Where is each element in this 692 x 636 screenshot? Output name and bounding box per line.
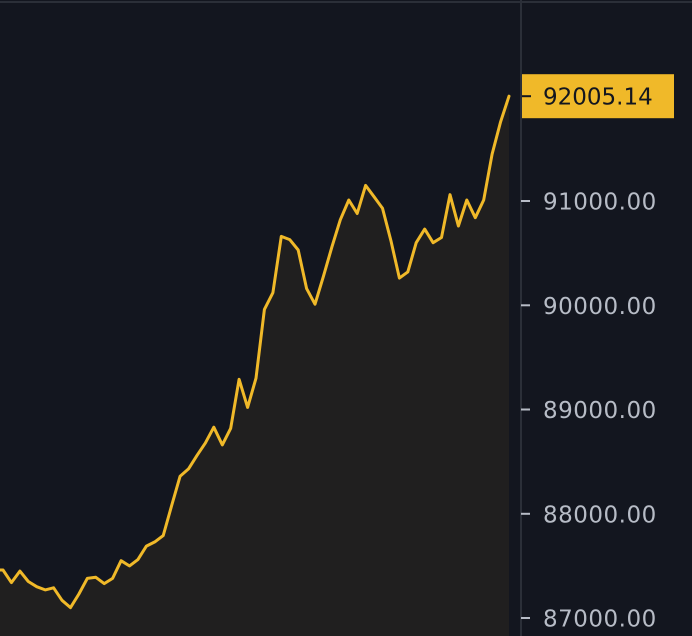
price-point [178, 474, 182, 478]
price-point [35, 585, 39, 589]
price-point [381, 206, 385, 210]
price-line [0, 94, 511, 610]
price-point [254, 376, 258, 380]
price-point [26, 580, 30, 584]
price-point [499, 120, 503, 124]
price-point [397, 276, 401, 280]
y-tick-label: 91000.00 [543, 190, 657, 216]
price-point [313, 302, 317, 306]
price-point [195, 453, 199, 457]
price-point [136, 558, 140, 562]
price-point [102, 582, 106, 586]
price-point [203, 441, 207, 445]
price-point [43, 588, 47, 592]
price-point [347, 198, 351, 202]
price-point [473, 216, 477, 220]
y-tick-label: 88000.00 [543, 502, 657, 528]
price-point [423, 227, 427, 231]
price-point [431, 241, 435, 245]
price-point [52, 586, 56, 590]
price-point [111, 576, 115, 580]
plot-area [0, 94, 511, 636]
price-point [406, 270, 410, 274]
price-point [465, 198, 469, 202]
price-point [246, 405, 250, 409]
price-point [60, 598, 64, 602]
price-point [288, 238, 292, 242]
price-point [237, 377, 241, 381]
price-point [144, 544, 148, 548]
price-point [1, 568, 5, 572]
price-axis[interactable]: 87000.00 88000.00 89000.00 90000.00 91000.00 [521, 190, 657, 633]
price-point [212, 425, 216, 429]
price-point [440, 236, 444, 240]
last-price-tag-background [522, 74, 674, 119]
price-point [279, 234, 283, 238]
price-point [187, 467, 191, 471]
price-point [9, 581, 13, 585]
price-point [85, 576, 89, 580]
price-point [220, 443, 224, 447]
price-point [414, 241, 418, 245]
price-point [330, 245, 334, 249]
price-point [507, 94, 511, 98]
price-point [355, 212, 359, 216]
price-point [338, 218, 342, 222]
price-point [170, 503, 174, 507]
y-tick-label: 90000.00 [543, 294, 657, 320]
last-price-tag: 92005.14 [522, 74, 674, 119]
price-point [296, 248, 300, 252]
price-point [77, 592, 81, 596]
price-area-fill [0, 96, 509, 636]
y-tick-label: 89000.00 [543, 398, 657, 424]
price-point [305, 287, 309, 291]
y-tick-label: 87000.00 [543, 607, 657, 633]
price-point [389, 239, 393, 243]
price-point [448, 193, 452, 197]
price-point [161, 534, 165, 538]
price-point [372, 195, 376, 199]
price-point [482, 198, 486, 202]
price-point [229, 426, 233, 430]
price-point [119, 559, 123, 563]
last-price-label: 92005.14 [543, 85, 653, 111]
price-point [456, 224, 460, 228]
price-point [128, 564, 132, 568]
price-point [94, 575, 98, 579]
price-point [153, 540, 157, 544]
price-point [322, 274, 326, 278]
price-point [490, 152, 494, 156]
price-point [69, 606, 73, 610]
price-point [18, 569, 22, 573]
price-point [271, 291, 275, 295]
price-point [262, 307, 266, 311]
price-point [364, 183, 368, 187]
